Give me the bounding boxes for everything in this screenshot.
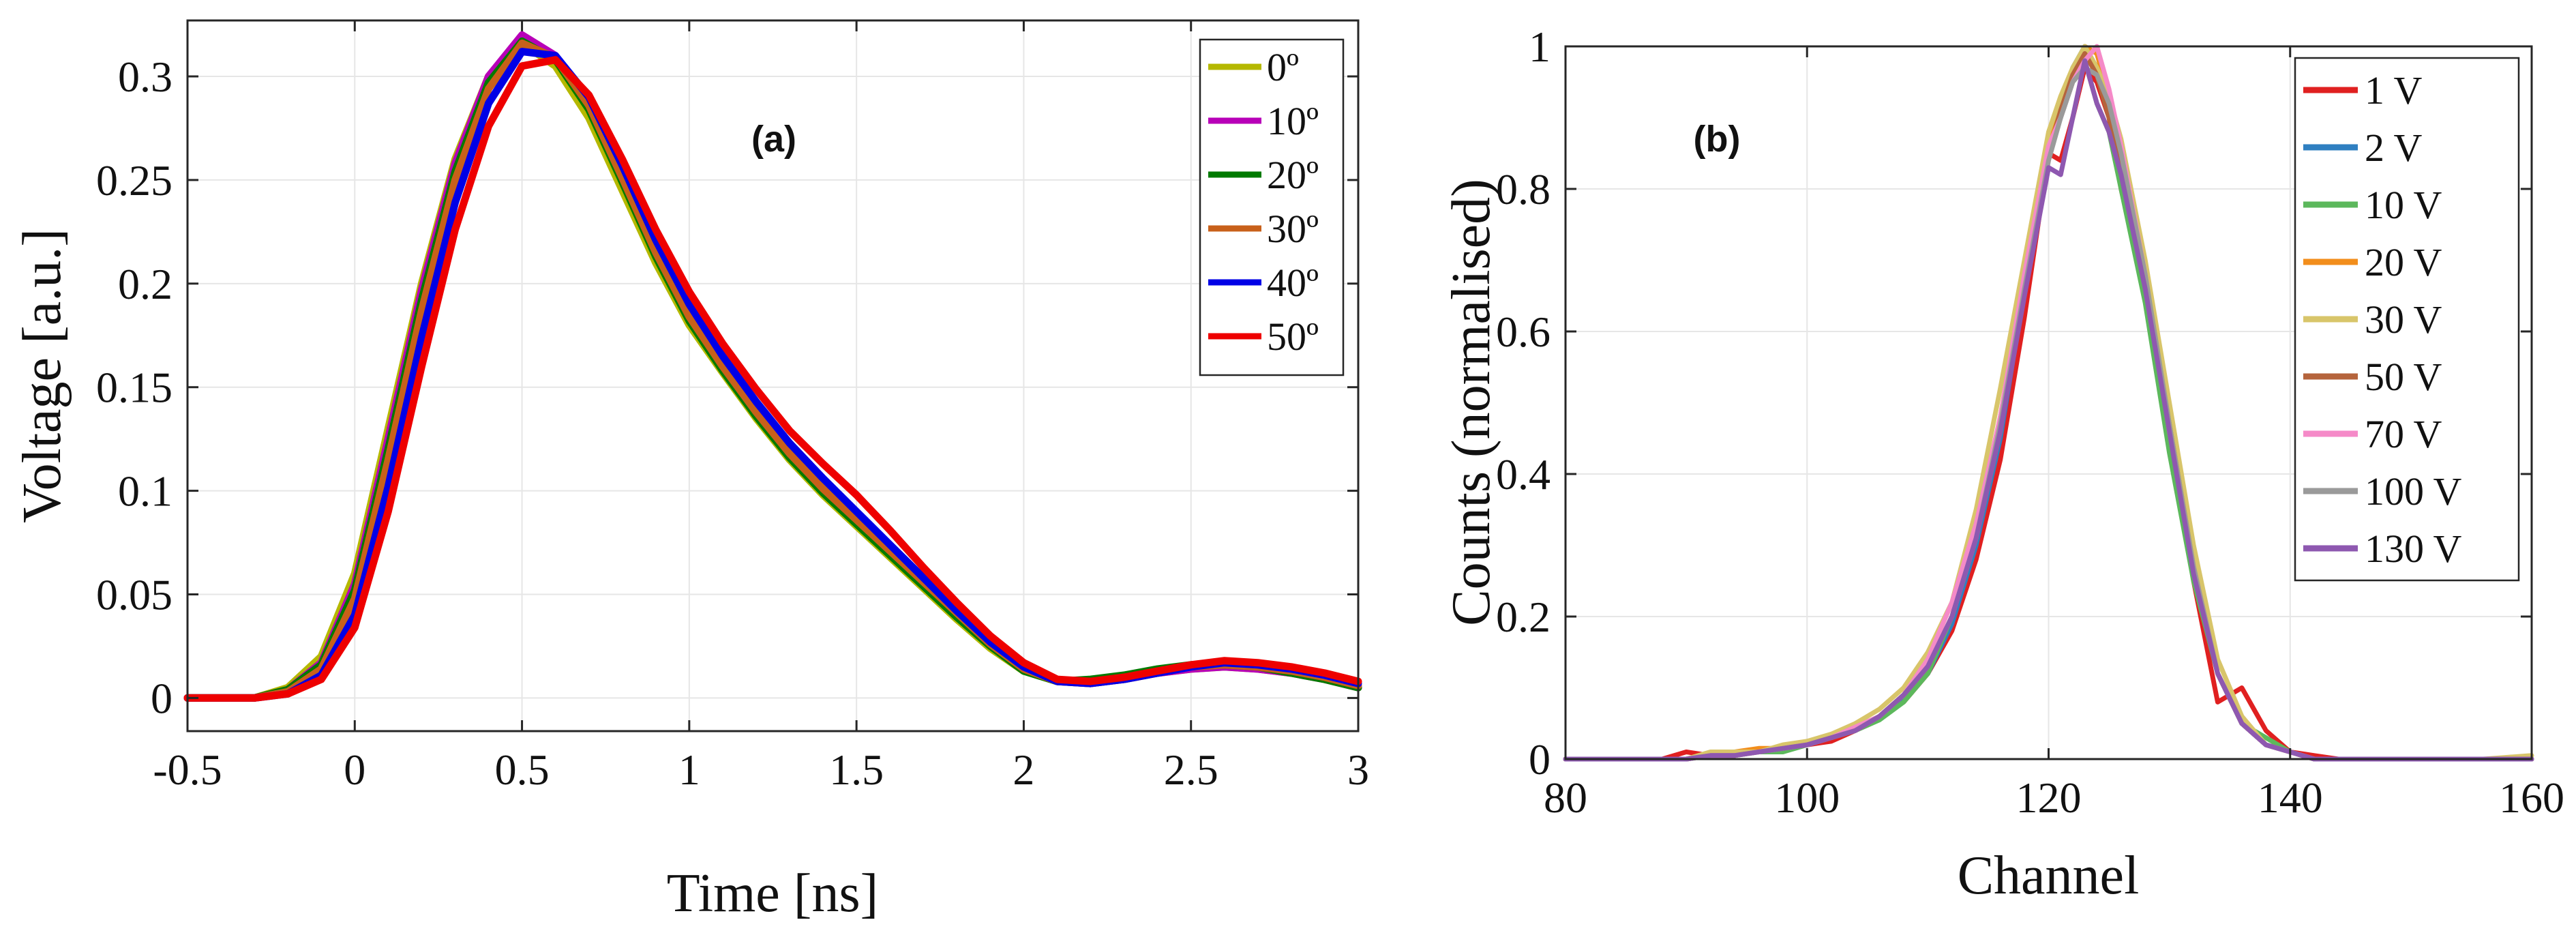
x-tick-label: 160: [2499, 773, 2564, 822]
panel-a-label: (a): [751, 119, 796, 160]
legend-entry: 100 V: [2303, 469, 2461, 514]
y-tick-label: 0.2: [1496, 593, 1551, 641]
panel-b-y-axis-label: Counts (normalised): [1441, 179, 1501, 625]
legend-label-40: 40º: [1267, 261, 1319, 305]
y-tick-label: 0.15: [96, 364, 173, 412]
legend-label-0: 0º: [1267, 45, 1299, 89]
legend-entry: 1 V: [2303, 68, 2422, 113]
legend-entry: 20º: [1208, 153, 1319, 197]
legend-entry: 50º: [1208, 314, 1319, 359]
x-tick-label: 1: [678, 745, 700, 794]
x-tick-label: 1.5: [829, 745, 884, 794]
panel-a-plot-area: [188, 20, 1358, 731]
legend-entry: 2 V: [2303, 125, 2422, 170]
series-line-5: [183, 56, 1362, 702]
legend-entry: 10º: [1208, 99, 1319, 143]
legend-entry: 30º: [1208, 207, 1319, 251]
legend-entry: 0º: [1208, 45, 1299, 89]
panel-b-x-axis-label: Channel: [1958, 846, 2140, 906]
panel-a-legend-box: [1199, 38, 1345, 376]
y-tick-label: 0.4: [1496, 450, 1551, 499]
x-tick-label: 80: [1544, 773, 1587, 822]
legend-label-10: 10º: [1267, 99, 1319, 143]
legend-label-130v: 130 V: [2365, 527, 2461, 571]
y-tick-label: 0: [151, 674, 173, 722]
legend-entry: 130 V: [2303, 527, 2461, 571]
panel-a-legend: 0º 10º 20º 30º 40º 50º: [1199, 38, 1345, 376]
legend-label-20v: 20 V: [2365, 240, 2442, 284]
x-tick-label: 2: [1013, 745, 1034, 794]
x-tick-label: -0.5: [153, 745, 222, 794]
legend-entry: 30 V: [2303, 297, 2442, 342]
x-tick-label: 140: [2258, 773, 2323, 822]
legend-entry: 10 V: [2303, 183, 2442, 227]
legend-entry: 70 V: [2303, 412, 2442, 456]
x-tick-label: 3: [1347, 745, 1369, 794]
x-tick-label: 120: [2016, 773, 2082, 822]
legend-label-30: 30º: [1267, 207, 1319, 251]
panel-b-label: (b): [1694, 119, 1741, 160]
y-tick-label: 0.8: [1496, 165, 1551, 213]
panel-a-axes-box: [186, 19, 1360, 732]
x-tick-label: 0: [344, 745, 365, 794]
x-tick-label: 2.5: [1164, 745, 1218, 794]
y-tick-label: 0: [1529, 735, 1551, 784]
series-line-8: [1563, 58, 2534, 762]
y-tick-label: 0.2: [118, 260, 173, 308]
legend-label-1v: 1 V: [2365, 68, 2422, 113]
panel-b-series: [1563, 44, 2534, 762]
legend-entry: 50 V: [2303, 355, 2442, 399]
legend-entry: 40º: [1208, 261, 1319, 305]
y-tick-label: 0.05: [96, 570, 173, 619]
y-tick-label: 0.3: [118, 53, 173, 101]
panel-a-ticks: -0.5 0 0.5 1 1.5 2 2.5 3 0 0.05 0.1 0.15 0.2 0.25 0.3: [96, 20, 1369, 794]
legend-label-100v: 100 V: [2365, 469, 2461, 514]
x-tick-label: 0.5: [495, 745, 550, 794]
legend-label-30v: 30 V: [2365, 297, 2442, 342]
legend-label-50v: 50 V: [2365, 355, 2442, 399]
panel-a-series: [183, 31, 1362, 702]
legend-label-2v: 2 V: [2365, 125, 2422, 170]
panel-b-legend: 1 V 2 V 10 V 20 V 30 V 50 V: [2294, 57, 2520, 582]
y-tick-label: 0.1: [118, 467, 173, 516]
panel-a-voltage-chart: -0.5 0 0.5 1 1.5 2 2.5 300.050.10.150.20.250.3 …: [12, 19, 1369, 923]
panel-b-ticks: 80 100 120 140 160 0 0.2 0.4 0.6 0.8 1: [1496, 23, 2564, 822]
legend-label-50: 50º: [1267, 314, 1319, 359]
panel-b-counts-chart: 80 100 120 140 160 0 0.2 0.4 0.6 0.8 1 (b) Channel…: [1441, 23, 2564, 906]
legend-label-70v: 70 V: [2365, 412, 2442, 456]
legend-label-10v: 10 V: [2365, 183, 2442, 227]
y-tick-label: 1: [1529, 23, 1551, 71]
panel-a-y-axis-label: Voltage [a.u.]: [12, 228, 72, 523]
y-tick-label: 0.6: [1496, 308, 1551, 356]
panel-a-x-axis-label: Time [ns]: [667, 863, 878, 923]
y-tick-label: 0.25: [96, 156, 173, 205]
legend-entry: 20 V: [2303, 240, 2442, 284]
x-tick-label: 100: [1774, 773, 1840, 822]
legend-label-20: 20º: [1267, 153, 1319, 197]
